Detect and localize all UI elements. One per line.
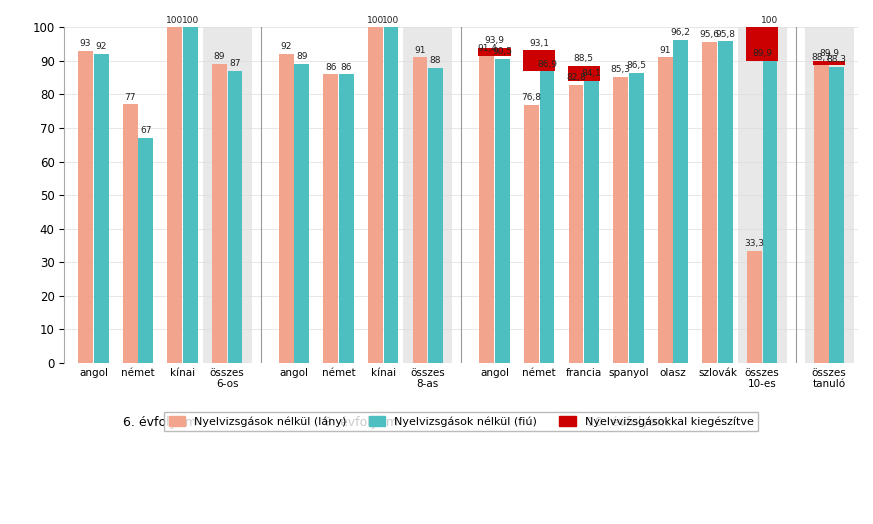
Text: 82,8: 82,8 bbox=[566, 73, 586, 82]
Text: 8. évfolyam: 8. évfolyam bbox=[324, 416, 398, 429]
Text: 91,4: 91,4 bbox=[477, 45, 497, 53]
Text: 100: 100 bbox=[761, 16, 779, 25]
Text: 89: 89 bbox=[214, 52, 225, 61]
Text: 86: 86 bbox=[340, 62, 352, 72]
Bar bbox=[523, 50, 555, 71]
Bar bbox=[805, 27, 854, 363]
Text: 100: 100 bbox=[182, 16, 199, 25]
Text: 86: 86 bbox=[325, 62, 337, 72]
Bar bbox=[584, 81, 599, 363]
Text: 88,3: 88,3 bbox=[827, 55, 847, 64]
Text: 10. évfolyam: 10. évfolyam bbox=[588, 416, 670, 429]
Text: 90,5: 90,5 bbox=[492, 48, 512, 57]
Text: 100: 100 bbox=[166, 16, 183, 25]
Bar bbox=[212, 64, 227, 363]
Bar bbox=[183, 27, 197, 363]
Bar bbox=[813, 61, 845, 65]
Bar bbox=[94, 54, 108, 363]
Text: 89,9: 89,9 bbox=[819, 49, 839, 59]
Bar bbox=[738, 27, 787, 363]
Text: 86,9: 86,9 bbox=[537, 60, 557, 69]
Bar bbox=[658, 58, 672, 363]
Text: 95,6: 95,6 bbox=[700, 30, 719, 39]
Text: 88: 88 bbox=[430, 56, 442, 65]
Bar bbox=[339, 74, 354, 363]
Legend: Nyelvizsgások nélkül (lány), Nyelvizsgások nélkül (fiú), Nyelvvizsgásokkal kiegé: Nyelvizsgások nélkül (lány), Nyelvizsgás… bbox=[164, 412, 759, 431]
Text: 91: 91 bbox=[414, 46, 426, 54]
Bar bbox=[540, 71, 554, 363]
Text: 87: 87 bbox=[230, 59, 241, 68]
Text: 89,9: 89,9 bbox=[753, 49, 772, 59]
Bar bbox=[495, 59, 510, 363]
Bar bbox=[413, 58, 427, 363]
Bar bbox=[403, 27, 452, 363]
Text: 84,1: 84,1 bbox=[581, 69, 601, 78]
Text: 93,9: 93,9 bbox=[485, 36, 505, 45]
Bar bbox=[747, 251, 762, 363]
Bar bbox=[703, 42, 717, 363]
Text: 93,1: 93,1 bbox=[529, 39, 549, 48]
Text: 100: 100 bbox=[367, 16, 384, 25]
Text: 89: 89 bbox=[296, 52, 307, 61]
Text: 96,2: 96,2 bbox=[670, 28, 691, 37]
Bar bbox=[524, 105, 539, 363]
Bar bbox=[763, 27, 777, 363]
Bar bbox=[568, 85, 583, 363]
Bar bbox=[324, 74, 338, 363]
Text: 100: 100 bbox=[382, 16, 400, 25]
Bar bbox=[829, 67, 844, 363]
Text: 33,3: 33,3 bbox=[745, 239, 765, 248]
Text: 95,8: 95,8 bbox=[715, 30, 735, 39]
Text: 92: 92 bbox=[95, 42, 107, 51]
Bar bbox=[814, 65, 828, 363]
Bar bbox=[123, 104, 138, 363]
Bar bbox=[203, 27, 251, 363]
Text: 76,8: 76,8 bbox=[521, 93, 541, 102]
Bar bbox=[718, 41, 732, 363]
Bar bbox=[168, 27, 182, 363]
Bar bbox=[368, 27, 382, 363]
Bar bbox=[278, 54, 293, 363]
Bar bbox=[429, 68, 443, 363]
Text: 88,5: 88,5 bbox=[574, 54, 594, 63]
Bar bbox=[746, 27, 779, 61]
Bar bbox=[139, 138, 153, 363]
Text: 77: 77 bbox=[125, 93, 136, 102]
Bar bbox=[228, 71, 243, 363]
Bar bbox=[673, 40, 688, 363]
Bar bbox=[383, 27, 398, 363]
Text: 93: 93 bbox=[79, 39, 92, 48]
Text: 88,7: 88,7 bbox=[811, 53, 831, 62]
Text: 85,3: 85,3 bbox=[610, 65, 630, 74]
Text: 86,5: 86,5 bbox=[626, 61, 646, 70]
Text: 6. évfolyam: 6. évfolyam bbox=[123, 416, 197, 429]
Text: 91: 91 bbox=[659, 46, 671, 54]
Bar bbox=[479, 56, 494, 363]
Bar bbox=[613, 77, 628, 363]
Bar bbox=[79, 51, 93, 363]
Bar bbox=[478, 48, 511, 56]
Text: 67: 67 bbox=[140, 126, 152, 135]
Text: 92: 92 bbox=[280, 42, 292, 51]
Bar bbox=[567, 66, 600, 81]
Bar bbox=[629, 72, 643, 363]
Bar bbox=[294, 64, 309, 363]
